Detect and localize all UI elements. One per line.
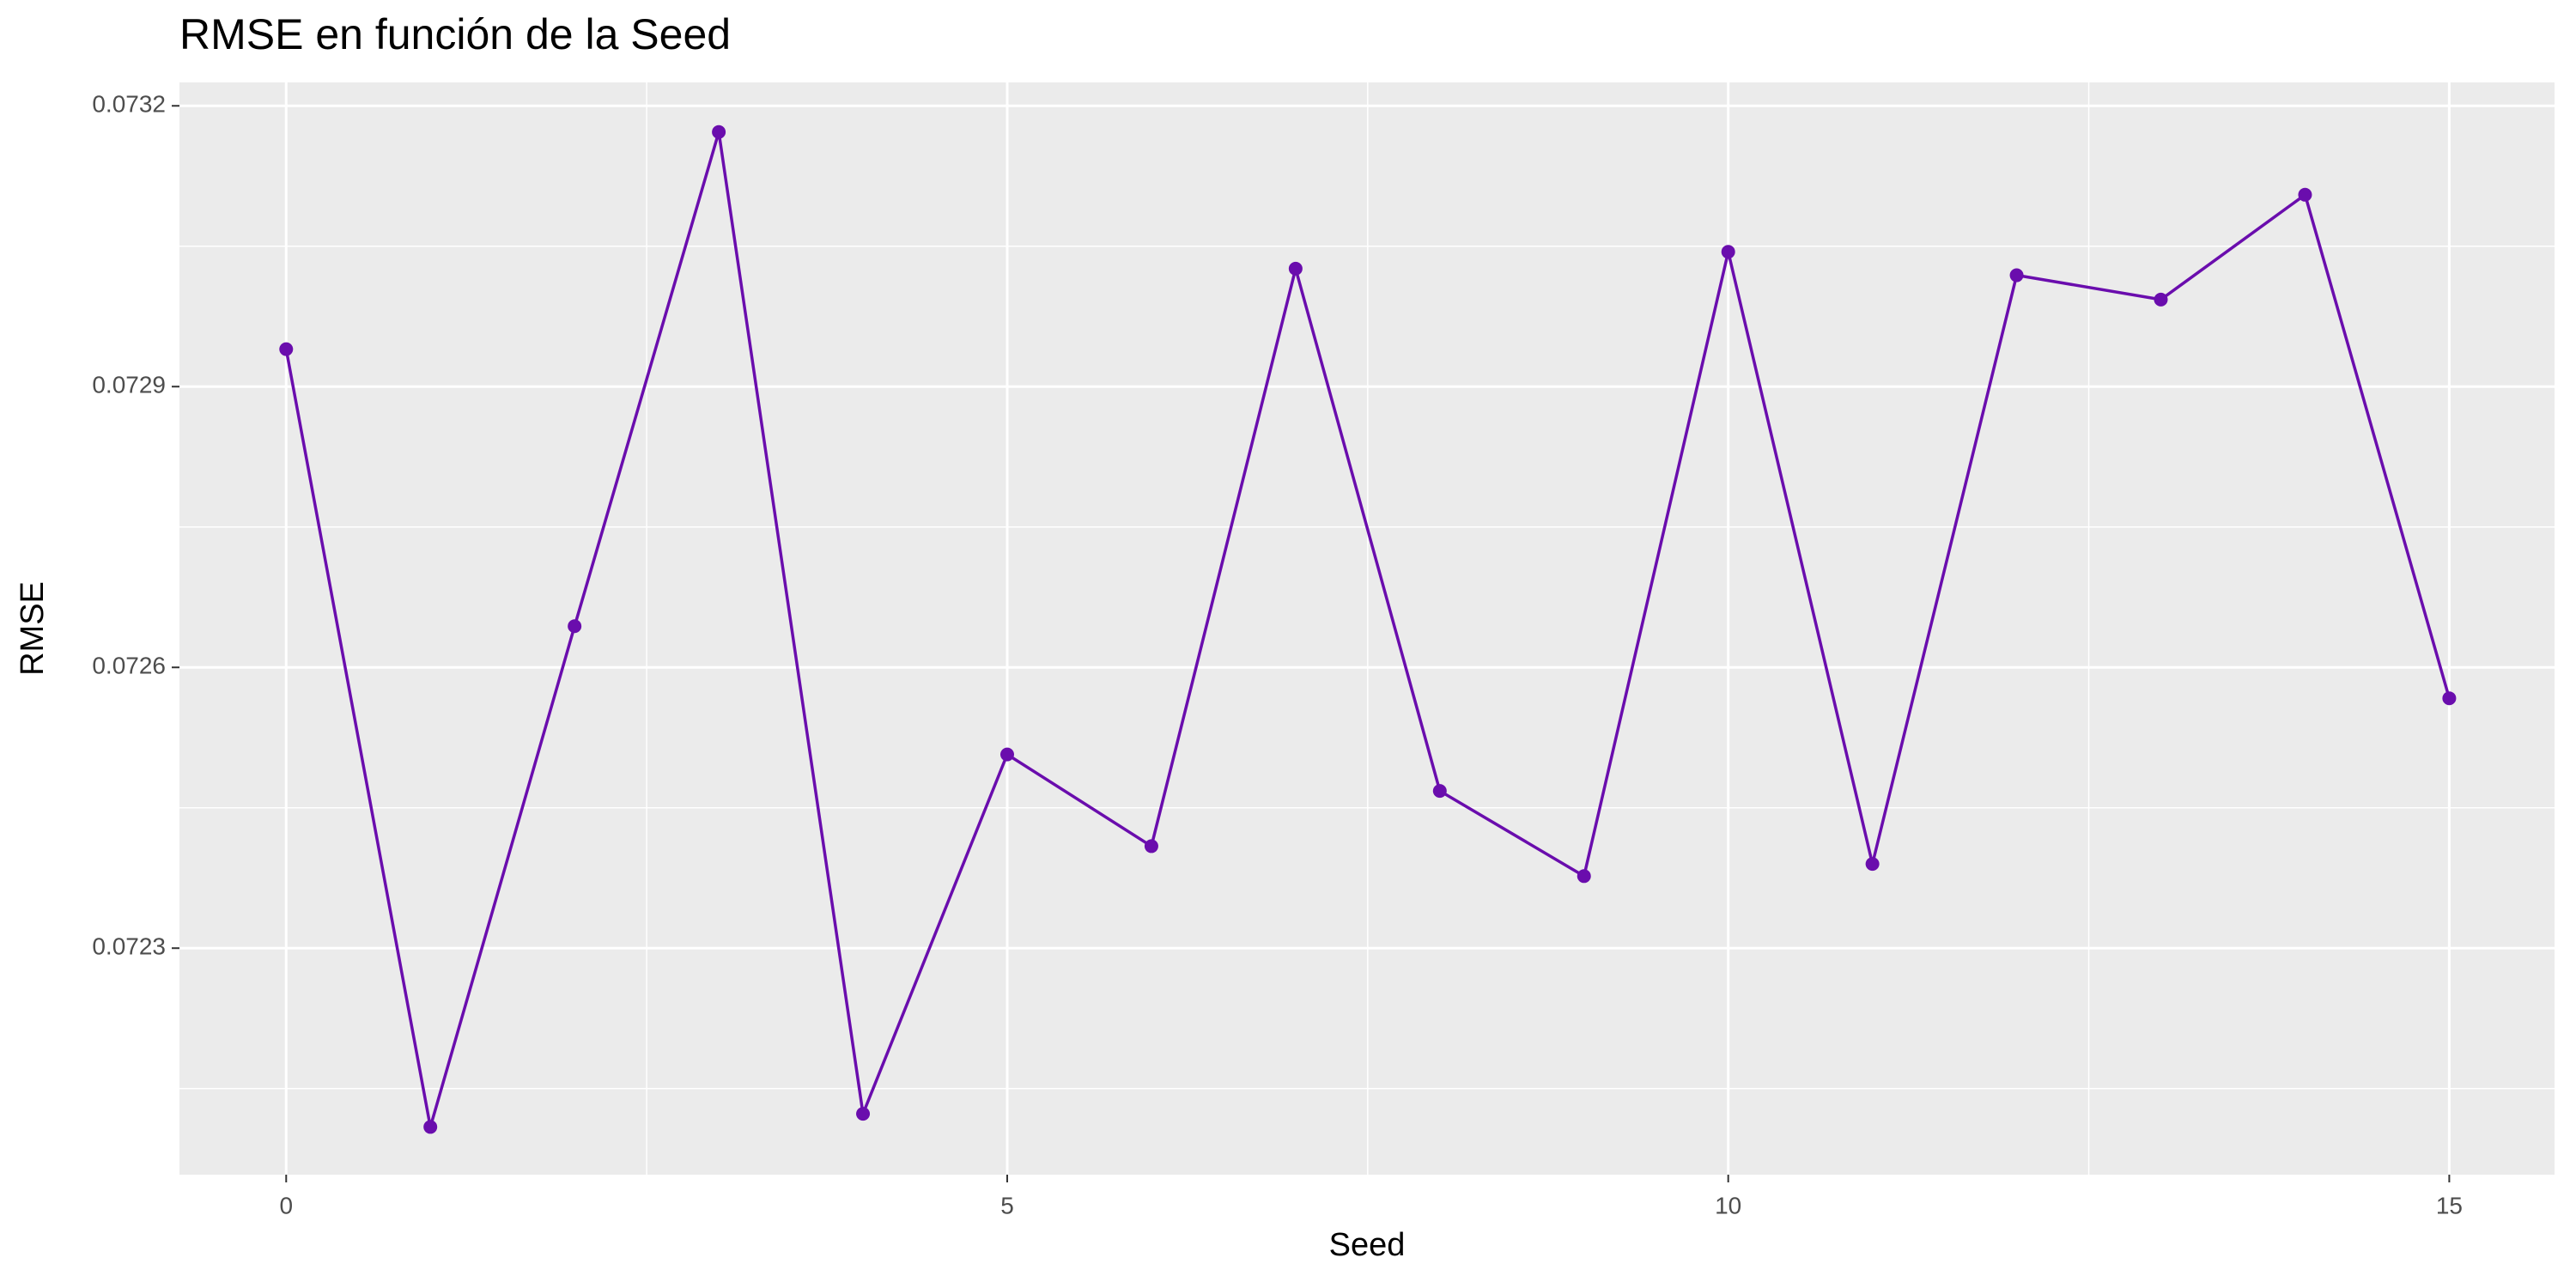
- y-tick-label: 0.0729: [92, 372, 166, 398]
- point: [568, 619, 582, 634]
- point: [712, 125, 726, 139]
- x-axis-title: Seed: [1329, 1227, 1406, 1263]
- point: [423, 1120, 438, 1134]
- point: [999, 747, 1014, 762]
- point: [1432, 784, 1447, 799]
- point: [279, 342, 294, 356]
- x-tick-label: 15: [2436, 1192, 2463, 1218]
- point: [1288, 261, 1303, 276]
- x-tick-label: 5: [1000, 1192, 1014, 1218]
- point: [2154, 292, 2168, 307]
- point: [1577, 869, 1591, 884]
- chart-title: RMSE en función de la Seed: [179, 10, 731, 58]
- point: [856, 1107, 871, 1121]
- y-tick-label: 0.0732: [92, 91, 166, 118]
- point: [2298, 187, 2312, 202]
- y-tick-label: 0.0723: [92, 933, 166, 960]
- point: [1721, 245, 1735, 259]
- y-tick-label: 0.0726: [92, 653, 166, 679]
- x-tick-label: 0: [279, 1192, 293, 1218]
- point: [1144, 839, 1158, 854]
- line: [284, 131, 2451, 1127]
- point: [2442, 691, 2457, 706]
- grid: [179, 82, 2555, 1175]
- plot: [279, 125, 2457, 1134]
- point: [2009, 268, 2024, 283]
- point: [1865, 857, 1880, 872]
- y-axis-title: RMSE: [15, 581, 51, 676]
- x-tick-label: 10: [1715, 1192, 1741, 1218]
